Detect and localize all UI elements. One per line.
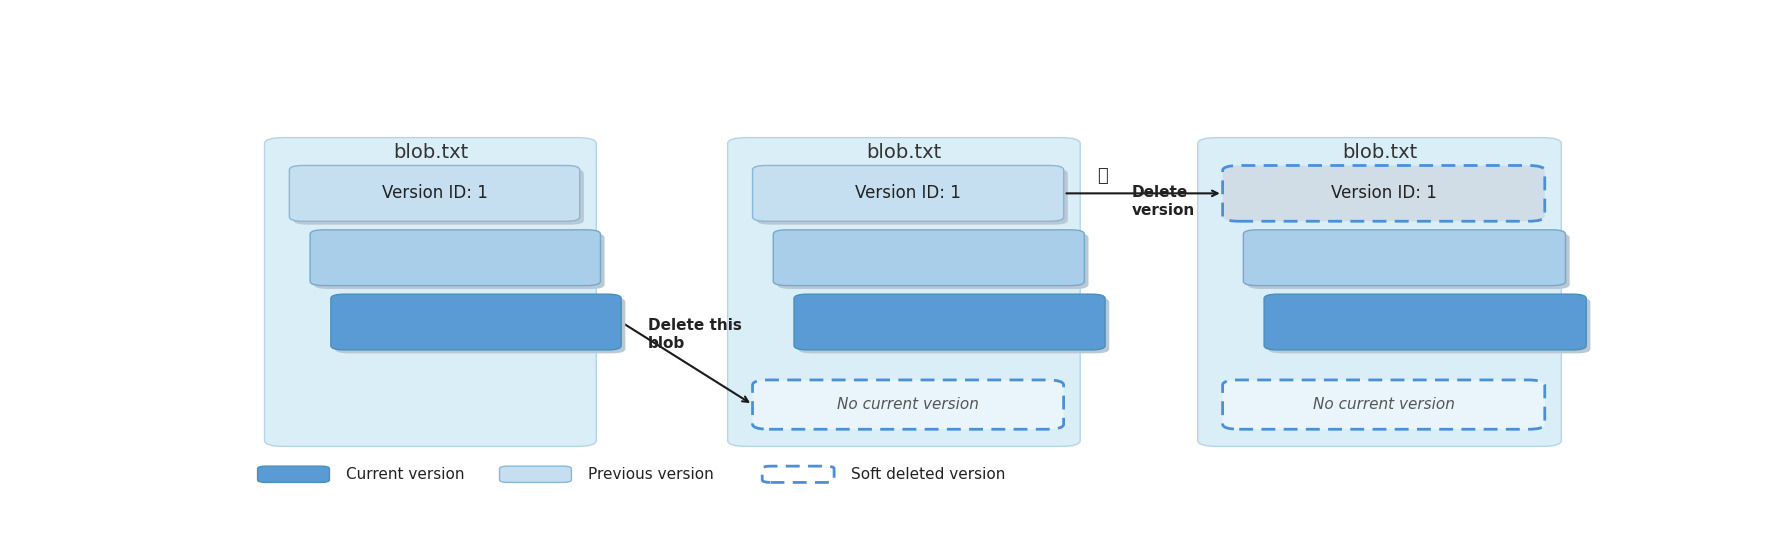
FancyBboxPatch shape bbox=[314, 233, 605, 289]
Text: Version ID: 3: Version ID: 3 bbox=[1372, 313, 1479, 331]
Text: No current version: No current version bbox=[837, 397, 979, 412]
FancyBboxPatch shape bbox=[335, 297, 626, 353]
FancyBboxPatch shape bbox=[756, 169, 1069, 224]
Text: blob.txt: blob.txt bbox=[867, 143, 942, 162]
Text: Version ID: 1: Version ID: 1 bbox=[855, 184, 962, 202]
FancyBboxPatch shape bbox=[289, 165, 580, 221]
FancyBboxPatch shape bbox=[794, 294, 1104, 350]
FancyBboxPatch shape bbox=[797, 297, 1110, 353]
FancyBboxPatch shape bbox=[1222, 165, 1545, 221]
Text: Version ID: 3: Version ID: 3 bbox=[897, 313, 1003, 331]
Text: blob.txt: blob.txt bbox=[392, 143, 467, 162]
FancyBboxPatch shape bbox=[1243, 230, 1566, 286]
Text: Version ID: 2: Version ID: 2 bbox=[403, 248, 508, 267]
FancyBboxPatch shape bbox=[1197, 138, 1561, 446]
Text: Version ID: 3: Version ID: 3 bbox=[423, 313, 528, 331]
Text: Soft deleted version: Soft deleted version bbox=[851, 467, 1004, 482]
FancyBboxPatch shape bbox=[753, 165, 1063, 221]
Text: Delete this
blob: Delete this blob bbox=[648, 317, 742, 351]
FancyBboxPatch shape bbox=[772, 230, 1085, 286]
FancyBboxPatch shape bbox=[1247, 233, 1570, 289]
Text: 🗑: 🗑 bbox=[614, 300, 624, 318]
Text: No current version: No current version bbox=[1313, 397, 1454, 412]
FancyBboxPatch shape bbox=[1265, 294, 1586, 350]
FancyBboxPatch shape bbox=[264, 138, 596, 446]
Text: Previous version: Previous version bbox=[589, 467, 714, 482]
Text: Version ID: 2: Version ID: 2 bbox=[876, 248, 981, 267]
FancyBboxPatch shape bbox=[500, 466, 571, 482]
Text: Delete
version: Delete version bbox=[1133, 185, 1195, 218]
Text: blob.txt: blob.txt bbox=[1342, 143, 1416, 162]
FancyBboxPatch shape bbox=[310, 230, 601, 286]
FancyBboxPatch shape bbox=[753, 380, 1063, 429]
Text: Version ID: 1: Version ID: 1 bbox=[382, 184, 487, 202]
FancyBboxPatch shape bbox=[728, 138, 1081, 446]
FancyBboxPatch shape bbox=[257, 466, 330, 482]
Text: Version ID: 2: Version ID: 2 bbox=[1352, 248, 1458, 267]
FancyBboxPatch shape bbox=[294, 169, 583, 224]
FancyBboxPatch shape bbox=[1268, 297, 1590, 353]
Text: 🗑: 🗑 bbox=[1097, 167, 1108, 185]
FancyBboxPatch shape bbox=[778, 233, 1088, 289]
Text: Version ID: 1: Version ID: 1 bbox=[1331, 184, 1436, 202]
FancyBboxPatch shape bbox=[762, 466, 835, 482]
FancyBboxPatch shape bbox=[1222, 380, 1545, 429]
Text: Current version: Current version bbox=[346, 467, 464, 482]
FancyBboxPatch shape bbox=[330, 294, 621, 350]
